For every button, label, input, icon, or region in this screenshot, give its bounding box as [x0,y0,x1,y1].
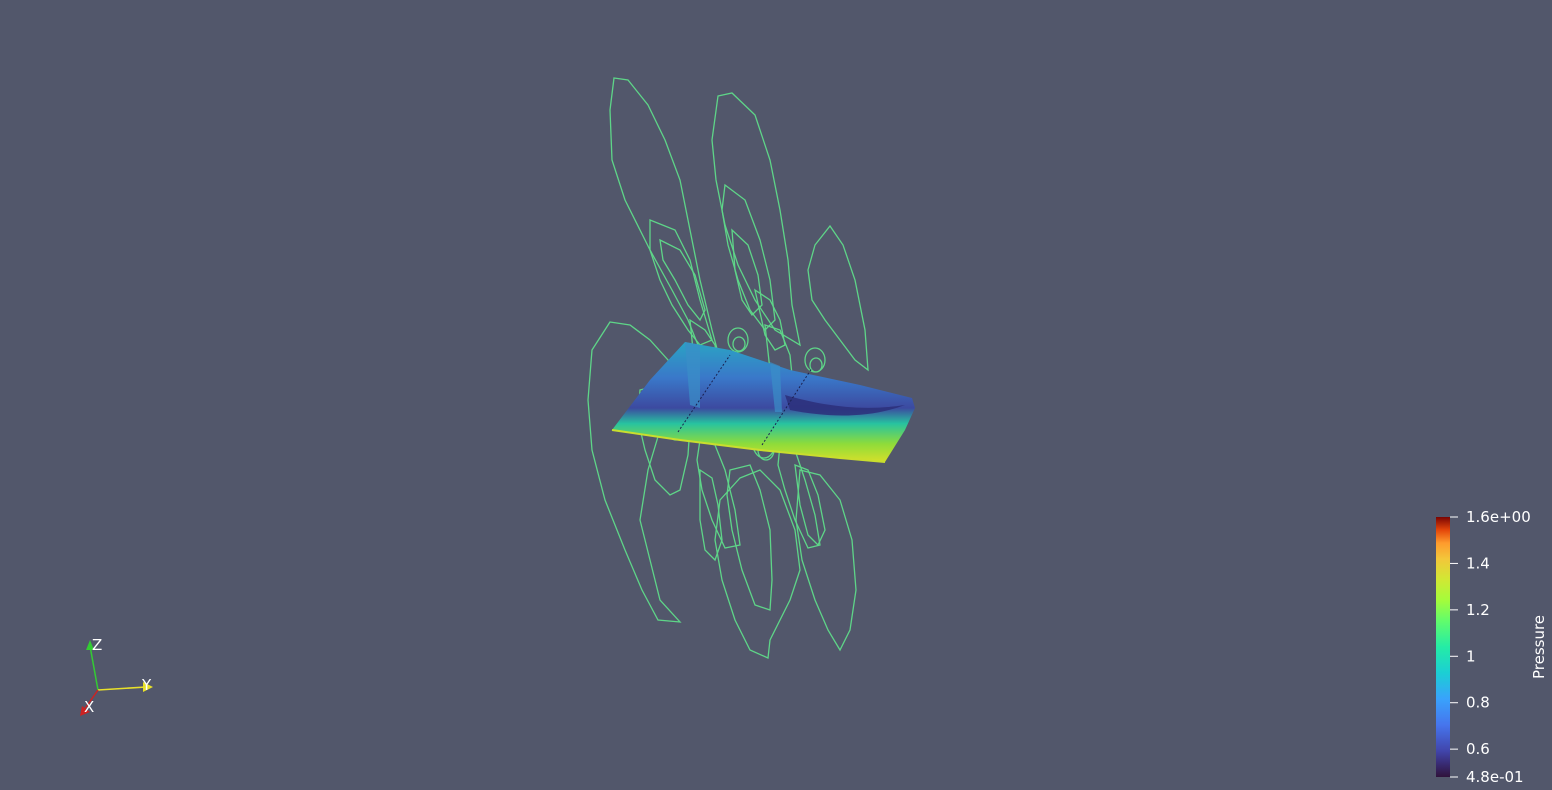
colorbar-gradient [1436,517,1450,777]
colorbar-tick-label: 1.4 [1466,554,1490,572]
z-axis-arrow [86,640,94,650]
colorbar-max-label: 1.6e+00 [1466,508,1531,526]
y-axis-arrow [143,682,153,692]
color-legend[interactable]: 1.6e+00 1.4 1.2 1 0.8 0.6 4.8e-01 Pressure [1420,505,1552,790]
colorbar-tick-label: 1.2 [1466,601,1490,619]
colorbar-title: Pressure [1530,615,1548,679]
x-axis-line [83,689,99,711]
colorbar-tick-label: 0.6 [1466,740,1490,758]
wing-surface [611,342,915,463]
z-axis-line [89,645,99,691]
x-axis-arrow [80,706,90,716]
orientation-axes: Z Y X [80,636,153,716]
colorbar-ticks: 1.6e+00 1.4 1.2 1 0.8 0.6 4.8e-01 [1450,508,1531,786]
z-axis-label: Z [92,636,102,654]
x-axis-label: X [84,698,94,716]
colorbar-tick-label: 0.8 [1466,694,1490,712]
y-axis-line [97,686,147,691]
colorbar-min-label: 4.8e-01 [1466,768,1524,786]
y-axis-label: Y [141,676,152,694]
colorbar-tick-label: 1 [1466,647,1476,665]
